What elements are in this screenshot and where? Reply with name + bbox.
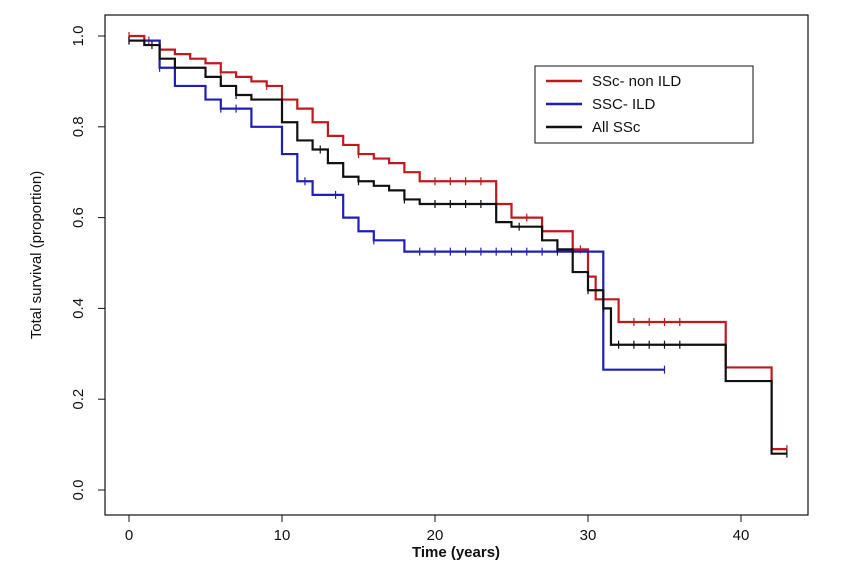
y-axis-title: Total survival (proportion) [28, 171, 45, 339]
legend-label: SSc- non ILD [592, 73, 681, 90]
survival-line [129, 39, 665, 371]
series-2 [128, 36, 788, 458]
y-tick-label: 0.4 [70, 298, 87, 319]
x-tick-label: 10 [274, 527, 291, 544]
y-ticks: 0.0 0.2 0.4 0.6 0.8 1.0 [70, 26, 105, 501]
y-tick-label: 0.8 [70, 116, 87, 137]
legend-label: All SSc [592, 119, 641, 136]
x-tick-label: 40 [733, 527, 750, 544]
series-1 [128, 36, 666, 374]
y-tick-label: 1.0 [70, 26, 87, 47]
x-axis-title: Time (years) [412, 544, 500, 561]
y-tick-label: 0.0 [70, 480, 87, 501]
survival-line [129, 34, 787, 451]
x-tick-label: 20 [427, 527, 444, 544]
x-tick-label: 0 [125, 527, 133, 544]
y-tick-label: 0.2 [70, 389, 87, 410]
x-ticks: 0 10 20 30 40 [125, 515, 750, 544]
series-layer [128, 32, 788, 458]
legend-label: SSC- ILD [592, 96, 656, 113]
y-tick-label: 0.6 [70, 207, 87, 228]
x-tick-label: 30 [580, 527, 597, 544]
series-0 [128, 32, 788, 454]
legend: SSc- non ILD SSC- ILD All SSc [534, 65, 754, 144]
